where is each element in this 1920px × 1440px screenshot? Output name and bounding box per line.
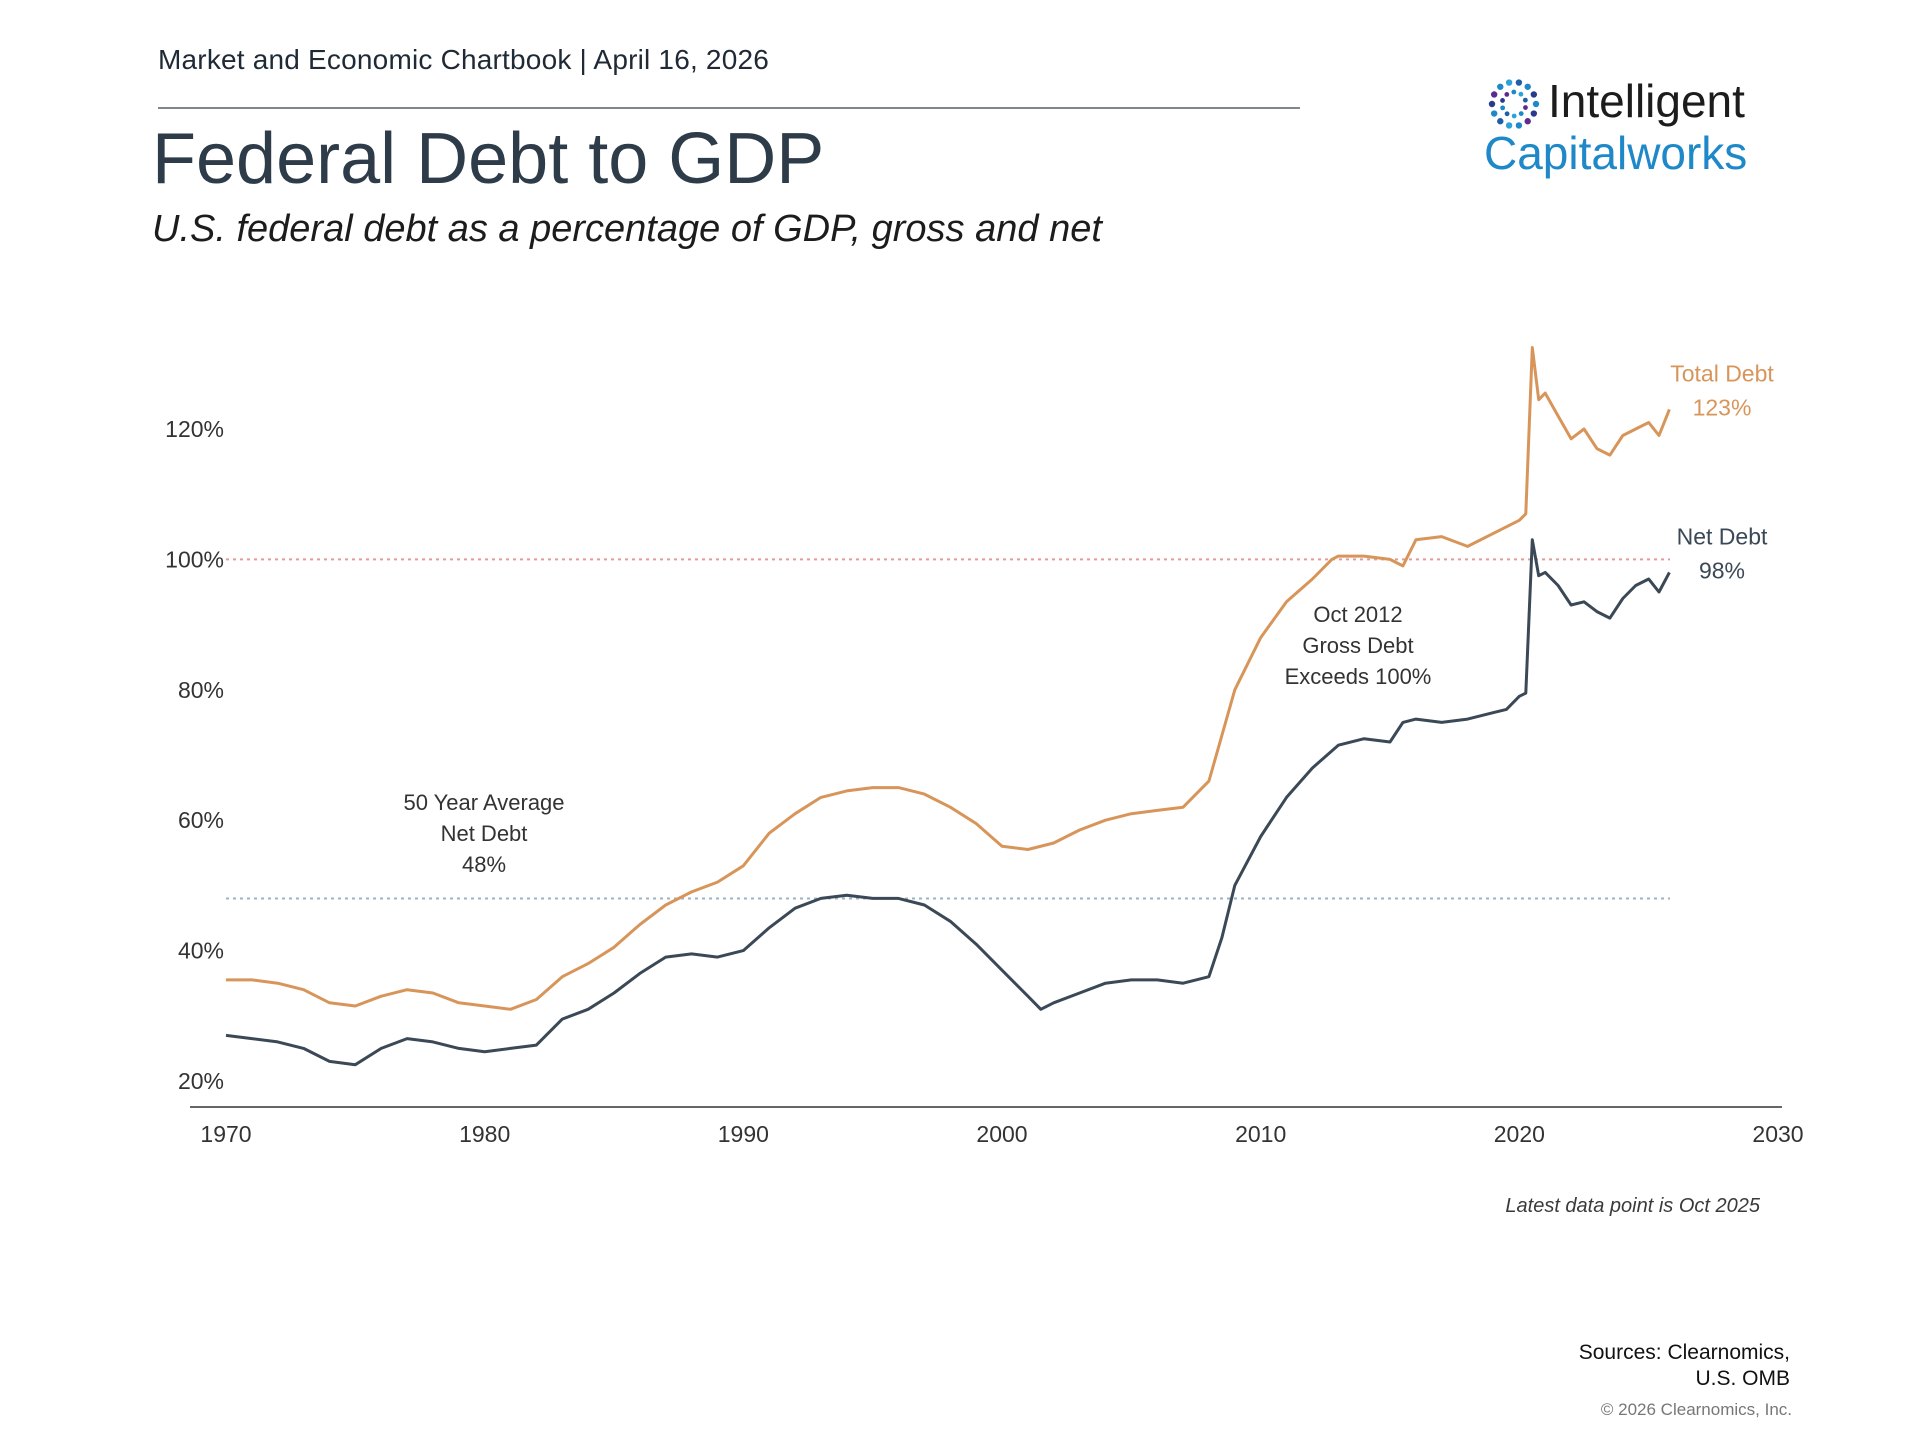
reference-lines — [226, 558, 1670, 900]
logo-dot — [1515, 122, 1523, 129]
net-debt-label: Net Debt — [1677, 523, 1768, 549]
series-lines — [225, 346, 1671, 1067]
logo-dot — [1504, 91, 1510, 97]
annotation-line: Net Debt — [441, 821, 528, 846]
x-tick-label: 2030 — [1752, 1121, 1803, 1147]
logo-dot — [1490, 91, 1498, 98]
logo-dot — [1530, 110, 1538, 117]
chart-annotations: 50 Year Average Net Debt 48% Oct 2012 Gross … — [403, 602, 1431, 877]
company-logo: Intelligent Capitalworks — [1478, 70, 1778, 190]
logo-dot — [1532, 100, 1540, 108]
chartbook-header: Market and Economic Chartbook | April 16… — [158, 44, 770, 75]
annotation-line: Exceeds 100% — [1285, 664, 1432, 689]
y-tick-label: 60% — [178, 807, 224, 833]
y-tick-label: 80% — [178, 677, 224, 703]
total-debt-label: Total Debt — [1670, 360, 1774, 386]
y-tick-label: 100% — [165, 546, 224, 572]
x-tick-label: 2000 — [976, 1121, 1027, 1147]
total-debt-value: 123% — [1693, 394, 1752, 420]
page-title: Federal Debt to GDP — [152, 119, 825, 199]
logo-dot — [1497, 118, 1504, 125]
logo-dot — [1497, 83, 1504, 90]
x-tick-label: 2020 — [1494, 1121, 1545, 1147]
annotation-line: Gross Debt — [1302, 633, 1413, 658]
series-end-labels: Total Debt 123% Net Debt 98% — [1670, 360, 1774, 583]
y-tick-label: 20% — [178, 1068, 224, 1094]
logo-dot — [1511, 89, 1517, 95]
logo-dot — [1500, 98, 1505, 103]
logo-dot — [1500, 105, 1506, 111]
x-axis-ticks: 1970 1980 1990 2000 2010 2020 2030 — [200, 1121, 1803, 1147]
x-tick-label: 2010 — [1235, 1121, 1286, 1147]
page-subtitle: U.S. federal debt as a percentage of GDP… — [152, 208, 1102, 250]
logo-dot — [1518, 91, 1524, 97]
logo-dot — [1505, 122, 1513, 129]
annotation-line: 50 Year Average — [403, 790, 564, 815]
debt-to-gdp-chart: 20% 40% 60% 80% 100% 120% 1970 1980 1990 2000 201… — [165, 346, 1804, 1147]
total-debt-line — [226, 346, 1671, 1011]
y-tick-label: 120% — [165, 416, 224, 442]
sources-text: Sources: Clearnomics, U.S. OMB — [1300, 1340, 1790, 1392]
x-tick-label: 1980 — [459, 1121, 510, 1147]
logo-dot — [1524, 118, 1531, 125]
latest-data-note: Latest data point is Oct 2025 — [1505, 1195, 1760, 1217]
copyright-text: © 2026 Clearnomics, Inc. — [1600, 1400, 1792, 1419]
logo-burst-icon — [1488, 79, 1540, 129]
logo-dot — [1511, 113, 1517, 119]
logo-dot — [1488, 100, 1496, 108]
x-tick-label: 1970 — [200, 1121, 251, 1147]
sources-line-1: Sources: Clearnomics, — [1578, 1341, 1790, 1364]
annotation-line: 48% — [462, 852, 506, 877]
y-axis-ticks: 20% 40% 60% 80% 100% 120% — [165, 416, 224, 1094]
sources-line-2: U.S. OMB — [1695, 1367, 1790, 1390]
y-tick-label: 40% — [178, 938, 224, 964]
logo-dot — [1522, 97, 1528, 103]
logo-text-line1: Intelligent — [1548, 75, 1745, 127]
header-divider — [158, 107, 1300, 109]
logo-dot — [1504, 111, 1510, 117]
logo-dot — [1530, 91, 1538, 98]
logo-dot — [1490, 110, 1498, 117]
annotation-line: Oct 2012 — [1313, 602, 1402, 627]
net-debt-line — [225, 538, 1671, 1067]
logo-dot — [1515, 79, 1523, 86]
x-tick-label: 1990 — [718, 1121, 769, 1147]
logo-dot — [1518, 111, 1524, 117]
annotation-average-net-debt: 50 Year Average Net Debt 48% — [403, 790, 564, 877]
logo-dot — [1523, 105, 1528, 110]
logo-dot — [1505, 79, 1513, 86]
annotation-oct-2012: Oct 2012 Gross Debt Exceeds 100% — [1285, 602, 1432, 689]
logo-dot — [1524, 83, 1531, 90]
net-debt-value: 98% — [1699, 557, 1745, 583]
logo-text-line2: Capitalworks — [1484, 127, 1748, 179]
